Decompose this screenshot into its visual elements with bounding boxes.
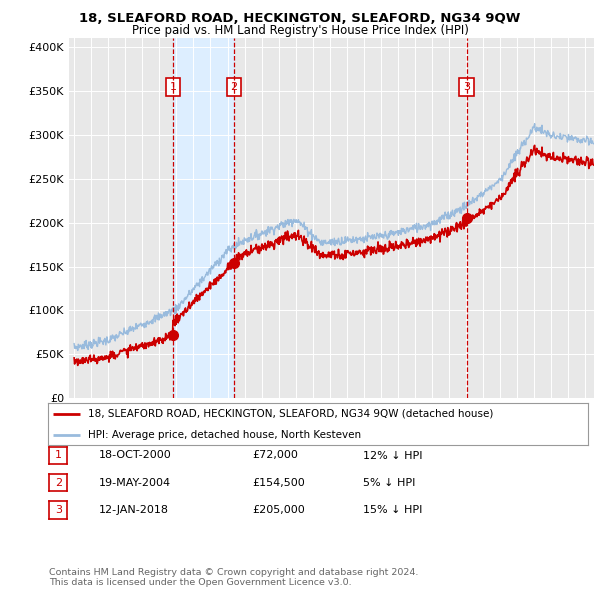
Text: 2: 2 — [55, 478, 62, 487]
Text: 3: 3 — [463, 81, 470, 91]
Text: 12% ↓ HPI: 12% ↓ HPI — [363, 451, 422, 460]
Text: £205,000: £205,000 — [252, 505, 305, 514]
Text: 1: 1 — [169, 81, 176, 91]
Text: 18, SLEAFORD ROAD, HECKINGTON, SLEAFORD, NG34 9QW: 18, SLEAFORD ROAD, HECKINGTON, SLEAFORD,… — [79, 12, 521, 25]
Text: Contains HM Land Registry data © Crown copyright and database right 2024.
This d: Contains HM Land Registry data © Crown c… — [49, 568, 419, 587]
Text: 3: 3 — [55, 505, 62, 514]
Text: 15% ↓ HPI: 15% ↓ HPI — [363, 505, 422, 514]
Text: £72,000: £72,000 — [252, 451, 298, 460]
Text: £154,500: £154,500 — [252, 478, 305, 487]
Text: 2: 2 — [230, 81, 238, 91]
Text: 18-OCT-2000: 18-OCT-2000 — [99, 451, 172, 460]
Text: 19-MAY-2004: 19-MAY-2004 — [99, 478, 171, 487]
Text: 1: 1 — [55, 451, 62, 460]
Text: 12-JAN-2018: 12-JAN-2018 — [99, 505, 169, 514]
Text: 18, SLEAFORD ROAD, HECKINGTON, SLEAFORD, NG34 9QW (detached house): 18, SLEAFORD ROAD, HECKINGTON, SLEAFORD,… — [89, 409, 494, 418]
Text: HPI: Average price, detached house, North Kesteven: HPI: Average price, detached house, Nort… — [89, 430, 362, 440]
Text: Price paid vs. HM Land Registry's House Price Index (HPI): Price paid vs. HM Land Registry's House … — [131, 24, 469, 37]
Text: 5% ↓ HPI: 5% ↓ HPI — [363, 478, 415, 487]
Bar — [173, 38, 234, 398]
